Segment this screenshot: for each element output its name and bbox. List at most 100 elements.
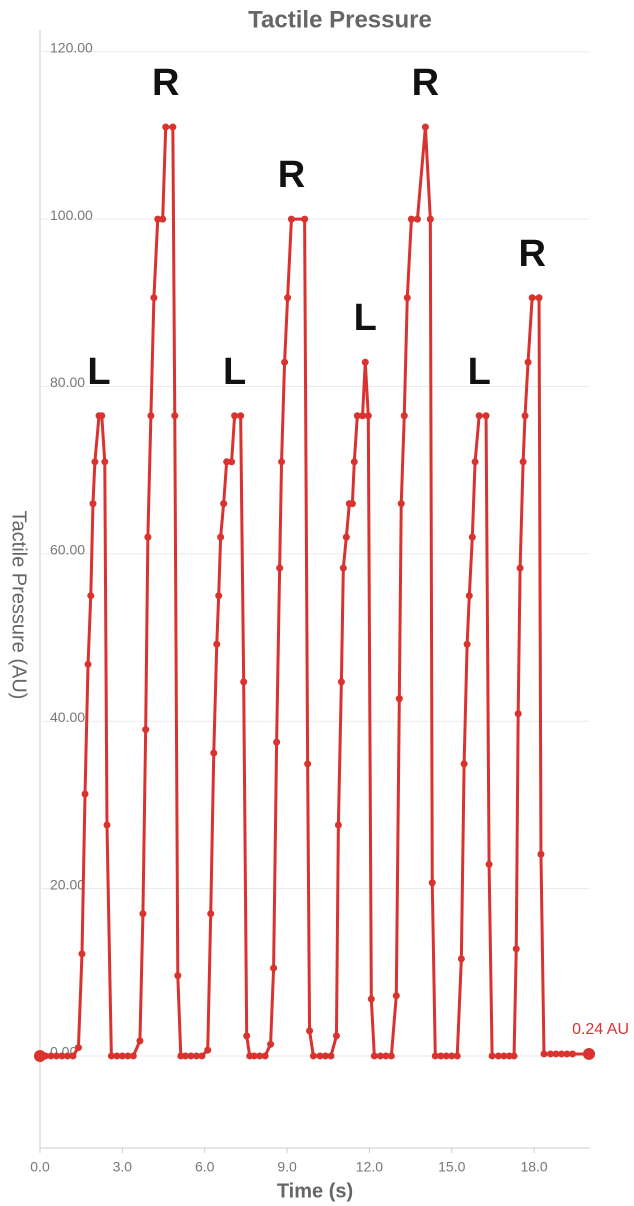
data-point	[482, 412, 490, 420]
data-point	[118, 1052, 126, 1060]
data-point	[426, 215, 434, 223]
data-point	[34, 1049, 46, 1062]
data-point	[273, 738, 281, 746]
data-point	[442, 1052, 450, 1060]
data-point	[519, 458, 527, 466]
peak-label: L	[87, 351, 110, 393]
data-point	[361, 358, 369, 366]
data-point	[231, 412, 239, 420]
data-line	[40, 125, 589, 1058]
data-point	[276, 564, 284, 572]
peak-label: L	[223, 351, 246, 393]
y-tick-label: 100.00	[50, 207, 93, 223]
data-point	[52, 1052, 60, 1060]
data-point	[171, 412, 179, 420]
data-point	[124, 1052, 132, 1060]
x-tick-label: 12.0	[356, 1159, 383, 1175]
data-point	[278, 458, 286, 466]
peak-label: R	[278, 154, 305, 196]
data-point	[240, 678, 248, 686]
data-point	[256, 1052, 264, 1060]
data-point	[547, 1050, 555, 1058]
data-point	[321, 1052, 329, 1060]
data-point	[475, 412, 483, 420]
data-point	[516, 564, 524, 572]
data-point	[376, 1052, 384, 1060]
data-point	[47, 1052, 55, 1060]
data-point	[471, 458, 479, 466]
last-value-label: 0.24 AU	[572, 1021, 629, 1038]
data-point	[350, 458, 358, 466]
data-point	[558, 1050, 566, 1058]
data-point	[142, 726, 150, 734]
data-point	[316, 1052, 324, 1060]
data-point	[250, 1052, 258, 1060]
data-point	[387, 1052, 395, 1060]
data-point	[428, 879, 436, 887]
x-tick-label: 18.0	[520, 1159, 547, 1175]
data-point	[332, 1032, 340, 1040]
data-point	[407, 215, 415, 223]
data-point	[304, 760, 312, 768]
peak-label: L	[354, 297, 377, 339]
data-point	[281, 358, 289, 366]
data-point	[512, 945, 520, 953]
data-point	[228, 458, 236, 466]
peak-label: R	[412, 62, 439, 104]
data-point	[181, 1052, 189, 1060]
data-point	[337, 678, 345, 686]
data-point	[309, 1052, 317, 1060]
data-point	[237, 412, 245, 420]
data-point	[136, 1037, 144, 1045]
data-point	[301, 215, 309, 223]
y-axis-title: Tactile Pressure (AU)	[8, 511, 30, 700]
data-point	[187, 1052, 195, 1060]
data-point	[69, 1052, 77, 1060]
y-tick-label: 80.00	[50, 374, 85, 390]
y-tick-label: 120.00	[50, 39, 93, 55]
y-tick-label: 20.00	[50, 876, 85, 892]
data-point	[284, 294, 292, 302]
data-point	[540, 1050, 548, 1058]
data-point	[485, 860, 493, 868]
data-point	[413, 215, 421, 223]
data-point	[210, 749, 218, 757]
data-point	[510, 1052, 518, 1060]
data-point	[91, 458, 99, 466]
data-point	[41, 1052, 49, 1060]
data-point	[144, 533, 152, 541]
data-point	[514, 710, 522, 718]
data-point	[465, 592, 473, 600]
peak-label: L	[468, 351, 491, 393]
data-point	[488, 1052, 496, 1060]
peak-label: R	[518, 233, 545, 275]
data-point	[220, 500, 228, 508]
data-point	[457, 955, 465, 963]
data-point	[552, 1050, 560, 1058]
data-point	[267, 1040, 275, 1048]
data-point	[403, 294, 411, 302]
peak-label: R	[152, 62, 179, 104]
data-point	[392, 992, 400, 1000]
data-point	[154, 215, 162, 223]
data-point	[397, 500, 405, 508]
data-point	[437, 1052, 445, 1060]
data-point	[287, 215, 295, 223]
data-point	[342, 533, 350, 541]
data-point	[223, 458, 231, 466]
data-point	[101, 458, 109, 466]
data-point	[129, 1052, 137, 1060]
y-tick-label: 40.00	[50, 709, 85, 725]
data-point	[370, 1052, 378, 1060]
data-point	[563, 1050, 571, 1058]
data-point	[339, 564, 347, 572]
data-point	[327, 1052, 335, 1060]
data-point	[78, 950, 86, 958]
data-point	[261, 1052, 269, 1060]
data-point	[159, 215, 167, 223]
data-point	[367, 995, 375, 1003]
data-point	[150, 294, 158, 302]
data-point	[81, 790, 89, 798]
data-point	[207, 910, 215, 918]
x-tick-label: 3.0	[113, 1159, 133, 1175]
